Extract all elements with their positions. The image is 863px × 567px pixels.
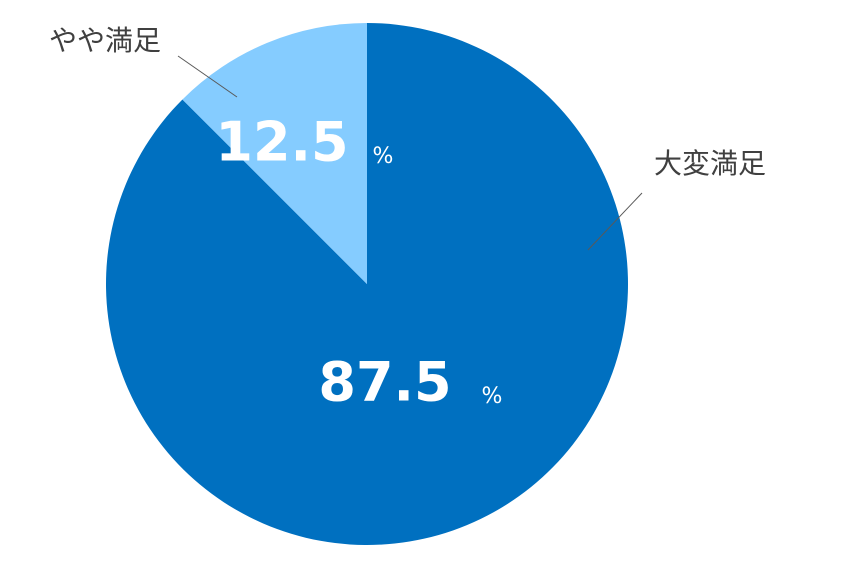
category-label: やや満足: [49, 24, 161, 57]
pie-slice: [182, 23, 367, 284]
leader-line: [177, 55, 238, 98]
leader-line: [587, 192, 643, 251]
value-unit: %: [373, 144, 394, 169]
category-label: 大変満足: [654, 147, 766, 180]
value-label: 12.5: [215, 111, 348, 174]
value-unit: %: [482, 384, 503, 409]
value-label: 87.5: [318, 351, 451, 414]
